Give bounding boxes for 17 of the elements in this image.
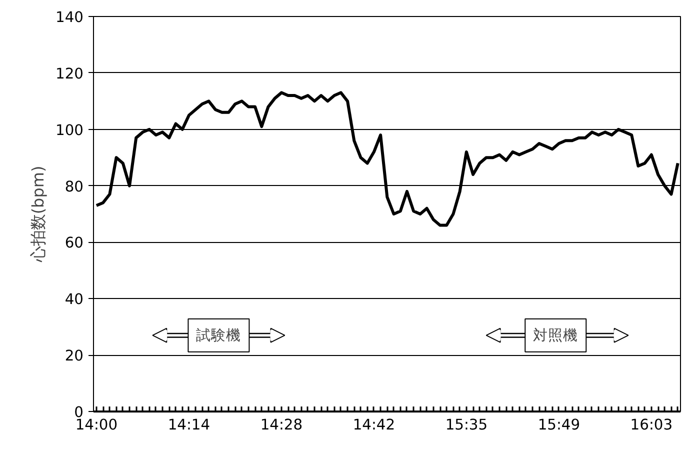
y-tick-label: 20	[64, 348, 84, 365]
x-tick-label: 15:35	[445, 416, 488, 434]
x-tick-label: 16:03	[630, 416, 673, 434]
x-tick-label: 15:49	[538, 416, 580, 434]
annotation: 試験機	[196, 326, 242, 344]
y-tick-label: 120	[56, 65, 84, 82]
x-tick-label: 14:42	[352, 416, 396, 434]
annotation: 対照機	[533, 326, 578, 344]
y-tick-label: 40	[64, 291, 84, 308]
y-axis-title: 心拍数(bpm)	[28, 166, 48, 264]
y-tick-label: 80	[64, 178, 84, 196]
y-tick-label: 60	[64, 234, 84, 252]
x-tick-label: 14:00	[75, 416, 118, 434]
x-tick-label: 14:14	[168, 416, 210, 434]
x-tick-label: 14:28	[260, 416, 303, 434]
y-tick-label: 140	[56, 9, 84, 26]
y-tick-label: 100	[56, 122, 84, 139]
